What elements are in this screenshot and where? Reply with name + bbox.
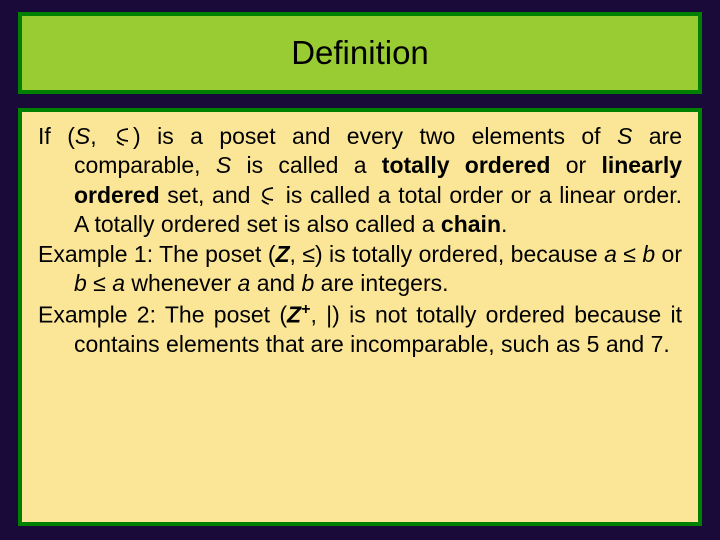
text: ≤ xyxy=(87,270,112,296)
text: are integers. xyxy=(314,270,448,296)
var-b: b xyxy=(301,270,314,296)
set-z-plus: Z xyxy=(287,301,301,327)
text: , xyxy=(90,123,113,149)
var-b: b xyxy=(74,270,87,296)
example1-paragraph: Example 1: The poset (Z, ≤) is totally o… xyxy=(38,240,682,299)
var-s: S xyxy=(75,123,90,149)
body-text: If (S, ) is a poset and every two elemen… xyxy=(38,122,682,359)
text: ≤ xyxy=(617,241,642,267)
text: Example 1: The poset ( xyxy=(38,241,275,267)
text: ) is a poset and every two elements of xyxy=(133,123,617,149)
var-s: S xyxy=(216,152,231,178)
text: , ≤) is totally ordered, because xyxy=(290,241,605,267)
preceq-icon xyxy=(113,126,133,146)
text: . xyxy=(501,211,507,237)
title-box: Definition xyxy=(18,12,702,94)
definition-paragraph: If (S, ) is a poset and every two elemen… xyxy=(38,122,682,240)
text: and xyxy=(250,270,301,296)
var-a: a xyxy=(112,270,125,296)
set-z: Z xyxy=(275,241,289,267)
body-box: If (S, ) is a poset and every two elemen… xyxy=(18,108,702,526)
var-s: S xyxy=(617,123,632,149)
text: Example 2: The poset ( xyxy=(38,301,287,327)
slide: Definition If (S, ) is a poset and every… xyxy=(0,0,720,540)
text: If ( xyxy=(38,123,75,149)
var-b: b xyxy=(642,241,655,267)
slide-title: Definition xyxy=(291,34,429,72)
text: whenever xyxy=(125,270,238,296)
var-a: a xyxy=(604,241,617,267)
text: set, and xyxy=(160,182,258,208)
preceq-icon xyxy=(258,185,278,205)
term-chain: chain xyxy=(441,211,501,237)
example2-paragraph: Example 2: The poset (Z+, |) is not tota… xyxy=(38,299,682,360)
text: or xyxy=(655,241,682,267)
text: is called a xyxy=(231,152,382,178)
text: or xyxy=(550,152,601,178)
term-totally-ordered: totally ordered xyxy=(382,152,551,178)
var-a: a xyxy=(238,270,251,296)
